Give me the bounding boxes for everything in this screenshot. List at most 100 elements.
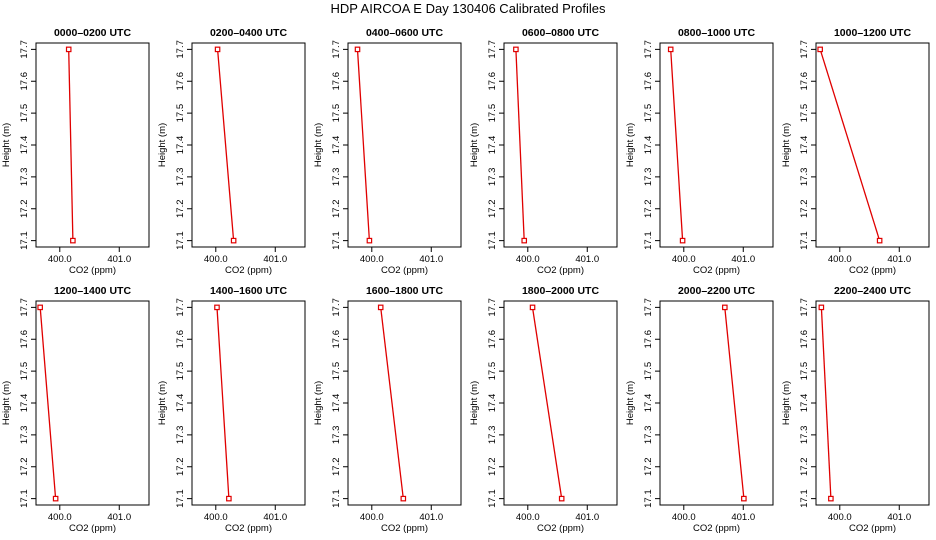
x-tick-label: 400.0	[516, 254, 540, 265]
y-axis-label: Height (m)	[157, 123, 168, 167]
data-point	[679, 237, 686, 244]
profile-line	[531, 307, 563, 499]
y-axis-label: Height (m)	[469, 381, 480, 425]
x-tick-label: 400.0	[828, 254, 852, 265]
plot-frame	[191, 42, 306, 248]
x-tick-label: 401.0	[107, 254, 131, 265]
plot-frame	[35, 300, 150, 506]
y-tick-label: 17.5	[331, 362, 342, 381]
profile-line	[356, 49, 371, 241]
x-tick-label: 401.0	[263, 512, 287, 523]
y-tick-label: 17.7	[175, 298, 186, 317]
y-tick-label: 17.2	[487, 458, 498, 477]
x-tick-label: 401.0	[575, 512, 599, 523]
y-tick-label: 17.5	[175, 362, 186, 381]
chart-panel: 2000–2200 UTC 17.1 17.2 17.3 17.4 17.5 17.6 17.…	[625, 285, 774, 534]
y-tick-label: 17.4	[19, 394, 30, 413]
y-tick-label: 17.1	[175, 231, 186, 250]
y-tick-label: 17.3	[643, 426, 654, 445]
y-tick-label: 17.5	[643, 362, 654, 381]
y-tick-label: 17.5	[643, 104, 654, 123]
y-tick-label: 17.1	[487, 231, 498, 250]
profile-line	[819, 49, 881, 241]
y-tick-label: 17.3	[19, 426, 30, 445]
data-point	[70, 237, 76, 244]
y-tick-label: 17.4	[331, 394, 342, 413]
y-axis-label: Height (m)	[625, 123, 636, 167]
y-tick-label: 17.6	[19, 72, 30, 91]
chart-panel: 0000–0200 UTC 17.1 17.2 17.3 17.4 17.5 17.6 17.…	[1, 27, 150, 276]
profile-line	[515, 49, 525, 241]
data-point	[818, 304, 825, 311]
x-tick-label: 401.0	[887, 512, 911, 523]
y-tick-label: 17.4	[175, 394, 186, 413]
plot-frame	[347, 42, 462, 248]
y-tick-label: 17.7	[643, 40, 654, 59]
data-point	[354, 46, 361, 53]
y-tick-label: 17.3	[799, 426, 810, 445]
data-point	[558, 495, 565, 502]
y-tick-label: 17.2	[799, 200, 810, 219]
x-tick-label: 400.0	[204, 254, 228, 265]
y-tick-label: 17.5	[175, 104, 186, 123]
y-axis-label: Height (m)	[157, 381, 168, 425]
x-tick-label: 401.0	[731, 254, 755, 265]
profile-line	[68, 49, 74, 241]
x-tick-label: 401.0	[419, 254, 443, 265]
y-tick-label: 17.6	[799, 330, 810, 349]
y-tick-label: 17.6	[175, 72, 186, 91]
chart-panel: 0600–0800 UTC 17.1 17.2 17.3 17.4 17.5 17.6 17.…	[469, 27, 618, 276]
y-tick-label: 17.1	[19, 231, 30, 250]
x-tick-label: 400.0	[204, 512, 228, 523]
plot-frame	[503, 42, 618, 248]
profile-line	[39, 307, 57, 499]
y-tick-label: 17.6	[19, 330, 30, 349]
data-point	[37, 304, 43, 311]
y-tick-label: 17.7	[643, 298, 654, 317]
y-tick-label: 17.5	[331, 104, 342, 123]
chart-title: 0400–0600 UTC	[366, 27, 443, 39]
y-tick-label: 17.3	[643, 168, 654, 187]
profile-line	[380, 307, 404, 499]
y-axis-label: Height (m)	[313, 123, 324, 167]
y-tick-label: 17.1	[643, 231, 654, 250]
x-tick-label: 400.0	[672, 254, 696, 265]
data-point	[230, 237, 237, 244]
y-tick-label: 17.5	[487, 104, 498, 123]
chart-panel: 1600–1800 UTC 17.1 17.2 17.3 17.4 17.5 17.6 17.…	[313, 285, 462, 534]
y-axis-label: Height (m)	[781, 381, 792, 425]
y-tick-label: 17.6	[175, 330, 186, 349]
y-tick-label: 17.4	[487, 136, 498, 155]
y-tick-label: 17.1	[487, 489, 498, 508]
chart-panel: 1000–1200 UTC 17.1 17.2 17.3 17.4 17.5 17.6 17.…	[781, 27, 930, 276]
y-axis-label: Height (m)	[625, 381, 636, 425]
data-point	[722, 304, 728, 311]
x-tick-label: 400.0	[360, 254, 384, 265]
chart-title: 1000–1200 UTC	[834, 27, 911, 39]
plot-frame	[815, 300, 930, 506]
y-tick-label: 17.4	[799, 136, 810, 155]
x-axis-label: CO2 (ppm)	[537, 265, 584, 276]
plot-frame	[191, 300, 306, 506]
y-tick-label: 17.3	[331, 168, 342, 187]
y-axis-label: Height (m)	[1, 123, 12, 167]
y-tick-label: 17.4	[175, 136, 186, 155]
y-tick-label: 17.4	[19, 136, 30, 155]
y-tick-label: 17.2	[331, 458, 342, 477]
x-axis-label: CO2 (ppm)	[381, 523, 428, 534]
data-point	[876, 237, 883, 244]
data-point	[513, 46, 519, 53]
chart-panel: 1200–1400 UTC 17.1 17.2 17.3 17.4 17.5 17.6 17.…	[1, 285, 150, 534]
y-tick-label: 17.3	[487, 426, 498, 445]
chart-panel: 1800–2000 UTC 17.1 17.2 17.3 17.4 17.5 17.6 17.…	[469, 285, 618, 534]
y-tick-label: 17.7	[799, 40, 810, 59]
figure-title: HDP AIRCOA E Day 130406 Calibrated Profi…	[330, 1, 606, 16]
y-tick-label: 17.1	[799, 489, 810, 508]
y-tick-label: 17.3	[487, 168, 498, 187]
y-tick-label: 17.2	[175, 458, 186, 477]
y-tick-label: 17.6	[331, 330, 342, 349]
data-point	[214, 46, 221, 53]
y-tick-label: 17.6	[643, 72, 654, 91]
y-tick-label: 17.1	[175, 489, 186, 508]
